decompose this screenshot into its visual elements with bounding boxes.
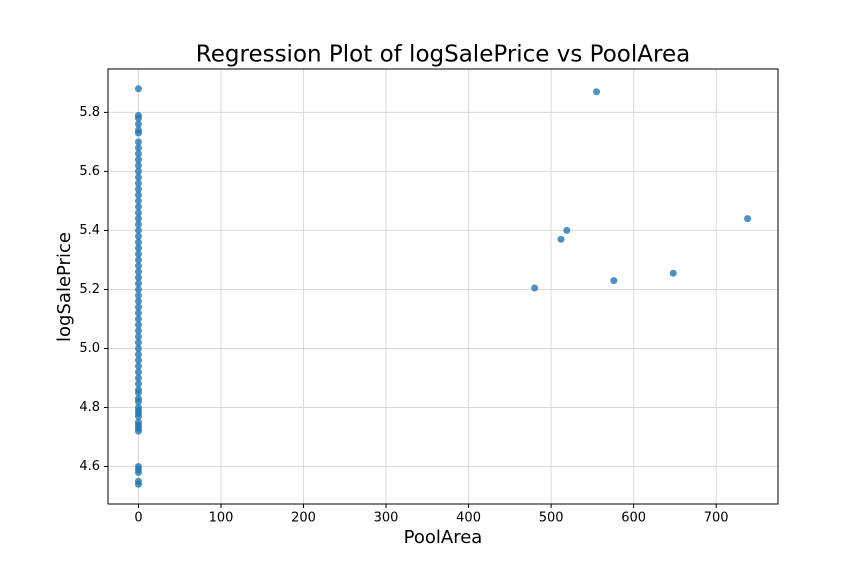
point [134, 386, 142, 394]
point [134, 144, 142, 152]
x-axis-label: PoolArea [404, 527, 483, 548]
x-tick-label: 300 [374, 511, 399, 526]
point [134, 280, 142, 288]
point [134, 350, 142, 358]
point [134, 203, 142, 211]
point [134, 138, 142, 146]
point [134, 167, 142, 175]
point [134, 333, 142, 341]
point [134, 162, 142, 170]
point [134, 356, 142, 364]
point [134, 477, 142, 485]
point [134, 268, 142, 276]
point [134, 344, 142, 352]
x-tick-label: 500 [539, 511, 564, 526]
point [134, 226, 142, 234]
point [134, 315, 142, 323]
plot-frame [107, 68, 779, 505]
x-tick-label: 600 [621, 511, 646, 526]
point [134, 221, 142, 229]
point [134, 463, 142, 471]
point [134, 232, 142, 240]
point [134, 256, 142, 264]
chart-title: Regression Plot of logSalePrice vs PoolA… [196, 42, 690, 68]
point [563, 226, 571, 234]
point [134, 179, 142, 187]
point [134, 362, 142, 370]
point [134, 380, 142, 388]
point [134, 150, 142, 158]
point [134, 327, 142, 335]
point [134, 173, 142, 181]
y-tick-label: 4.8 [79, 400, 100, 415]
point [134, 395, 142, 403]
x-tick-label: 400 [456, 511, 481, 526]
point [134, 185, 142, 193]
point [134, 418, 142, 426]
point [134, 215, 142, 223]
point [134, 191, 142, 199]
y-tick-label: 5.0 [79, 341, 100, 356]
point [134, 120, 142, 128]
x-tick-label: 700 [704, 511, 729, 526]
point [134, 374, 142, 382]
y-axis-label: logSalePrice [54, 232, 75, 342]
point [134, 403, 142, 411]
point [134, 291, 142, 299]
point [134, 303, 142, 311]
y-tick-label: 5.4 [79, 223, 100, 238]
point [134, 297, 142, 305]
point [134, 250, 142, 258]
x-tick-label: 200 [291, 511, 316, 526]
point [134, 156, 142, 164]
point [531, 284, 539, 292]
point [744, 215, 752, 223]
y-tick-label: 4.6 [79, 459, 100, 474]
point [134, 339, 142, 347]
point [669, 269, 677, 277]
x-tick-label: 0 [134, 511, 142, 526]
point [134, 285, 142, 293]
point [134, 274, 142, 282]
x-tick-label: 100 [209, 511, 234, 526]
point [610, 277, 618, 285]
point [593, 88, 601, 96]
y-tick-label: 5.8 [79, 105, 100, 120]
point [134, 309, 142, 317]
point [134, 85, 142, 93]
point [134, 111, 142, 119]
point [134, 209, 142, 217]
point [134, 262, 142, 270]
y-tick-label: 5.2 [79, 282, 100, 297]
y-tick-label: 5.6 [79, 164, 100, 179]
point [134, 238, 142, 246]
point [134, 321, 142, 329]
point [134, 126, 142, 134]
point [134, 197, 142, 205]
point [557, 235, 565, 243]
point [134, 368, 142, 376]
point [134, 244, 142, 252]
